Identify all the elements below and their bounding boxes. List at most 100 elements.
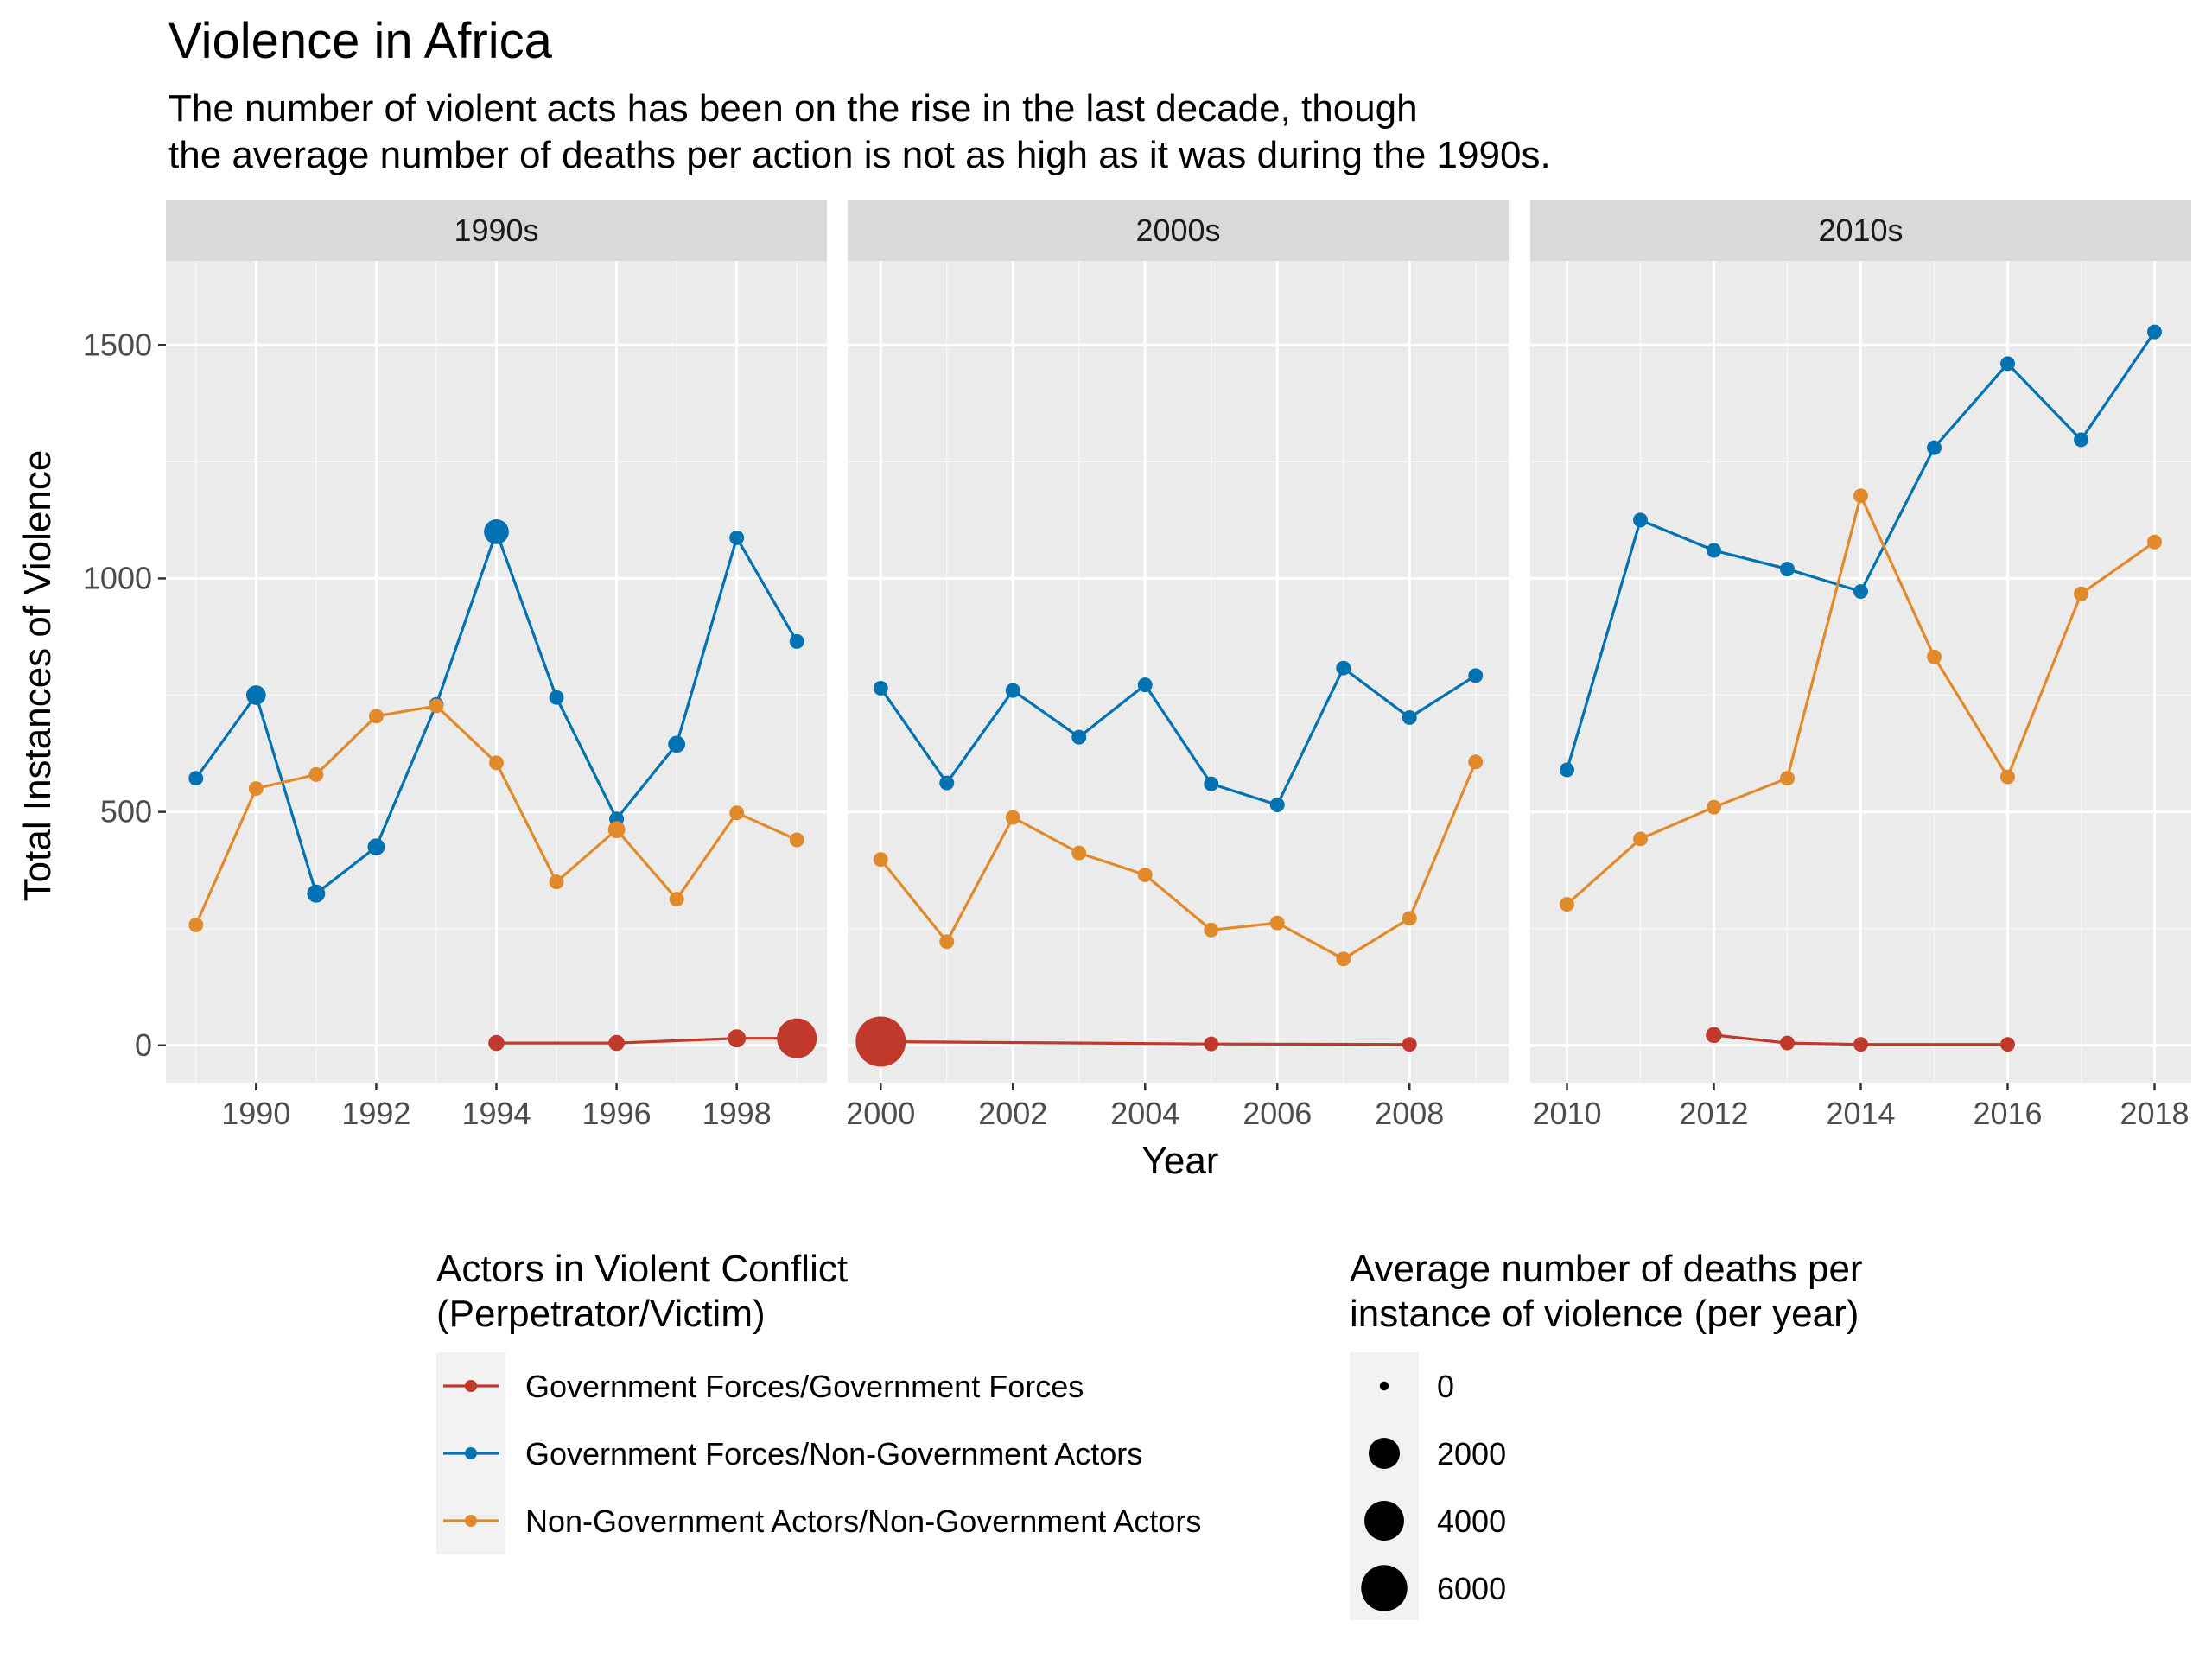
series-government-forces-government-forces [488, 1018, 817, 1058]
legend-point-key [465, 1447, 477, 1459]
legend-entry-label: Government Forces/Government Forces [525, 1369, 1084, 1404]
legend-size-key [1364, 1501, 1404, 1541]
x-tick-label: 2016 [1973, 1096, 2042, 1131]
legend-size-key [1379, 1381, 1389, 1391]
x-tick-label: 2006 [1243, 1096, 1312, 1131]
y-tick-label: 500 [100, 794, 152, 830]
legend-entry-non-government-actors-non-government-actors: Non-Government Actors/Non-Government Act… [443, 1503, 1201, 1539]
data-point [488, 1034, 505, 1052]
legend-size-entry-4000: 4000 [1364, 1501, 1506, 1541]
data-point [729, 530, 745, 545]
facet-strip-label: 2000s [1135, 213, 1220, 248]
series-non-government-actors-non-government-actors [873, 754, 1484, 967]
data-point [368, 709, 384, 724]
x-axis-title: Year [1142, 1140, 1219, 1182]
data-point [729, 805, 745, 821]
series-non-government-actors-non-government-actors [188, 698, 804, 932]
data-point [1468, 668, 1484, 683]
legend-size-label: 2000 [1437, 1436, 1506, 1471]
data-point [1137, 677, 1153, 693]
x-tick-label: 2018 [2120, 1096, 2189, 1131]
legend-point-key [465, 1380, 477, 1392]
x-tick-label: 1996 [582, 1096, 652, 1131]
series-government-forces-government-forces [855, 1016, 1417, 1067]
data-point [1204, 922, 1219, 938]
series-line [880, 761, 1478, 961]
data-point [1005, 810, 1020, 825]
data-point [248, 781, 264, 797]
legend-point-key [465, 1515, 477, 1527]
data-point [1633, 831, 1648, 847]
data-point [188, 771, 204, 786]
data-point [2074, 586, 2088, 601]
data-point [429, 698, 444, 714]
data-point [1707, 543, 1721, 558]
data-point [668, 735, 686, 753]
legend-size-key [1361, 1565, 1408, 1611]
plot-area: 0 500 1000 1500 1990s 1990 1992 1994 1996 1998 200… [83, 200, 2191, 1131]
series-government-forces-government-forces [1706, 1027, 2015, 1052]
data-point [789, 633, 804, 649]
data-point [1853, 584, 1868, 600]
data-point [1560, 897, 1574, 912]
data-point [1402, 911, 1417, 926]
facet-strip-label: 2010s [1818, 213, 1903, 248]
data-point [1780, 1035, 1795, 1051]
data-point [1927, 440, 1942, 455]
legend-size-label: 6000 [1437, 1571, 1506, 1606]
legend-actors-title: (Perpetrator/Victim) [436, 1293, 766, 1335]
data-point [2000, 769, 2015, 785]
data-point [1402, 709, 1417, 725]
chart-title: Violence in Africa [168, 13, 553, 69]
data-point [1005, 683, 1020, 698]
data-point [789, 832, 804, 848]
data-point [2074, 432, 2088, 448]
data-point [1137, 868, 1153, 883]
data-point [245, 685, 266, 705]
legend-size-key [1368, 1437, 1401, 1470]
legend-deaths-title: instance of violence (per year) [1350, 1293, 1859, 1335]
legend-actors: Actors in Violent Conflict(Perpetrator/V… [436, 1248, 1201, 1554]
x-tick-label: 2008 [1375, 1096, 1444, 1131]
facet-panel-2000s: 2000s 2000 2002 2004 2006 2008 [846, 200, 1509, 1131]
facet-strip [166, 200, 827, 261]
y-tick-label: 0 [135, 1027, 152, 1063]
series-line [879, 665, 1477, 807]
facet-panel-1990s: 1990s 1990 1992 1994 1996 1998 [166, 200, 827, 1131]
data-point [2147, 534, 2162, 550]
data-point [1204, 1036, 1219, 1052]
data-point [1780, 562, 1795, 577]
data-point [367, 838, 385, 856]
legend-entry-label: Non-Government Actors/Non-Government Act… [525, 1503, 1201, 1539]
data-point [1707, 799, 1721, 815]
chart-subtitle-line-1: The number of violent acts has been on t… [168, 87, 1418, 130]
facet-strip [848, 200, 1509, 261]
x-tick-label: 2014 [1826, 1096, 1895, 1131]
data-point [2000, 356, 2015, 372]
data-point [1853, 1037, 1868, 1052]
x-tick-label: 2012 [1679, 1096, 1748, 1131]
data-point [1468, 754, 1484, 770]
data-point [669, 892, 684, 907]
facet-strip-label: 1990s [454, 213, 538, 248]
data-point [307, 884, 326, 903]
data-point [939, 934, 955, 950]
data-point [1402, 1037, 1417, 1052]
data-point [1560, 762, 1574, 778]
legend-size-entry-2000: 2000 [1368, 1436, 1506, 1471]
x-tick-label: 1998 [702, 1096, 772, 1131]
x-tick-label: 2002 [978, 1096, 1047, 1131]
facet-strip [1530, 200, 2191, 261]
x-tick-label: 1994 [461, 1096, 531, 1131]
x-tick-label: 1992 [341, 1096, 410, 1131]
data-point [777, 1018, 817, 1058]
legend-deaths-title: Average number of deaths per [1350, 1248, 1863, 1290]
legend-size-entry-6000: 6000 [1361, 1565, 1506, 1611]
legend-entry-government-forces-non-government-actors: Government Forces/Non-Government Actors [443, 1436, 1142, 1471]
legend-size-label: 4000 [1437, 1503, 1506, 1539]
series-non-government-actors-non-government-actors [1560, 488, 2162, 912]
data-point [1269, 915, 1285, 931]
data-point [1071, 729, 1087, 745]
x-tick-label: 2000 [846, 1096, 915, 1131]
